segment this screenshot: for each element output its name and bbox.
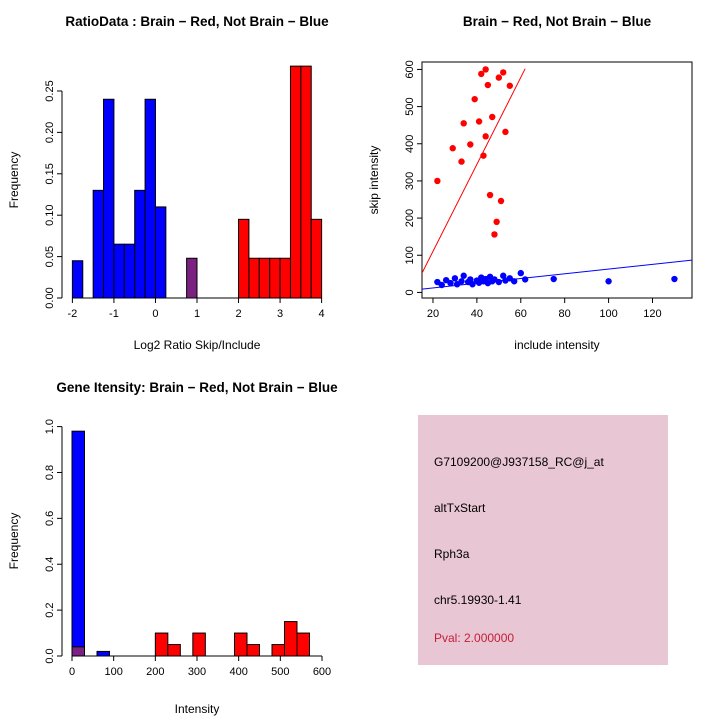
svg-text:0.25: 0.25	[44, 80, 56, 101]
svg-text:0.0: 0.0	[44, 648, 56, 663]
svg-text:200: 200	[146, 666, 164, 678]
svg-text:0.00: 0.00	[44, 287, 56, 308]
scatter-title: Brain − Red, Not Brain − Blue	[462, 14, 652, 29]
svg-text:600: 600	[404, 60, 416, 78]
svg-text:-1: -1	[109, 308, 119, 320]
svg-text:100: 100	[104, 666, 122, 678]
svg-text:500: 500	[404, 97, 416, 115]
svg-text:0.15: 0.15	[44, 163, 56, 184]
scatter-ylabel: skip intensity	[367, 145, 381, 215]
panel-ratio-histogram: RatioData : Brain − Red, Not Brain − Blu…	[0, 0, 360, 360]
svg-text:300: 300	[188, 666, 206, 678]
svg-text:400: 400	[404, 135, 416, 153]
svg-text:20: 20	[427, 308, 439, 320]
gene-histogram-ylabel: Frequency	[7, 512, 21, 570]
svg-text:2: 2	[235, 308, 241, 320]
svg-text:60: 60	[515, 308, 527, 320]
pval-text: Pval: 2.000000	[434, 631, 515, 645]
svg-text:3: 3	[277, 308, 283, 320]
ratio_hist-marks	[71, 65, 323, 298]
scatter-xlabel: include intensity	[514, 338, 600, 352]
intensity-scatter-plot: 20 40 60 80 100 120 0 100 200 300 400 500 600	[404, 60, 693, 320]
gene-histogram-title: Gene Itensity: Brain − Red, Not Brain − …	[56, 380, 338, 395]
probe-id-text: G7109200@J937158_RC@j_at	[434, 455, 604, 469]
gene-intensity-plot: 0 100 200 300 400 500 600 0.0 0.2 0.4 0.6 0.8 1.0	[44, 419, 331, 678]
svg-text:0.6: 0.6	[44, 511, 56, 526]
panel-gene-intensity-histogram: Gene Itensity: Brain − Red, Not Brain − …	[0, 360, 360, 720]
ratio-histogram-xlabel: Log2 Ratio Skip/Include	[133, 338, 261, 352]
svg-text:0: 0	[152, 308, 158, 320]
svg-text:1.0: 1.0	[44, 419, 56, 434]
panel-gene-info: G7109200@J937158_RC@j_at altTxStart Rph3…	[360, 360, 720, 720]
svg-text:0: 0	[69, 666, 75, 678]
locus-text: chr5.19930-1.41	[434, 593, 522, 607]
info-box: G7109200@J937158_RC@j_at altTxStart Rph3…	[418, 415, 668, 665]
event-type-text: altTxStart	[434, 501, 486, 515]
svg-text:0.4: 0.4	[44, 557, 56, 572]
svg-text:1: 1	[194, 308, 200, 320]
gene-histogram-xlabel: Intensity	[174, 702, 220, 716]
svg-text:400: 400	[229, 666, 247, 678]
gene_hist-marks	[71, 430, 310, 656]
svg-text:300: 300	[404, 172, 416, 190]
scatter-marks	[422, 66, 692, 290]
gene-name-text: Rph3a	[434, 547, 470, 561]
svg-text:0.8: 0.8	[44, 465, 56, 480]
svg-text:100: 100	[599, 308, 617, 320]
panel-intensity-scatter: Brain − Red, Not Brain − Blue 20 40 60 80 10…	[360, 0, 720, 360]
svg-text:80: 80	[559, 308, 571, 320]
svg-text:0.05: 0.05	[44, 246, 56, 267]
svg-text:200: 200	[404, 209, 416, 227]
svg-text:500: 500	[271, 666, 289, 678]
svg-text:0: 0	[404, 289, 416, 295]
ratio-histogram-plot: -2 -1 0 1 2 3 4 0.00 0.05 0.10 0.15 0.20 0.25	[44, 65, 325, 320]
ratio-histogram-title: RatioData : Brain − Red, Not Brain − Blu…	[65, 14, 329, 29]
svg-text:0.20: 0.20	[44, 122, 56, 143]
svg-text:120: 120	[643, 308, 661, 320]
ratio-histogram-ylabel: Frequency	[7, 151, 21, 209]
svg-text:100: 100	[404, 246, 416, 264]
svg-text:0.10: 0.10	[44, 204, 56, 225]
svg-text:40: 40	[471, 308, 483, 320]
svg-text:0.2: 0.2	[44, 602, 56, 617]
svg-text:600: 600	[313, 666, 331, 678]
svg-text:4: 4	[319, 308, 325, 320]
svg-text:-2: -2	[67, 308, 77, 320]
